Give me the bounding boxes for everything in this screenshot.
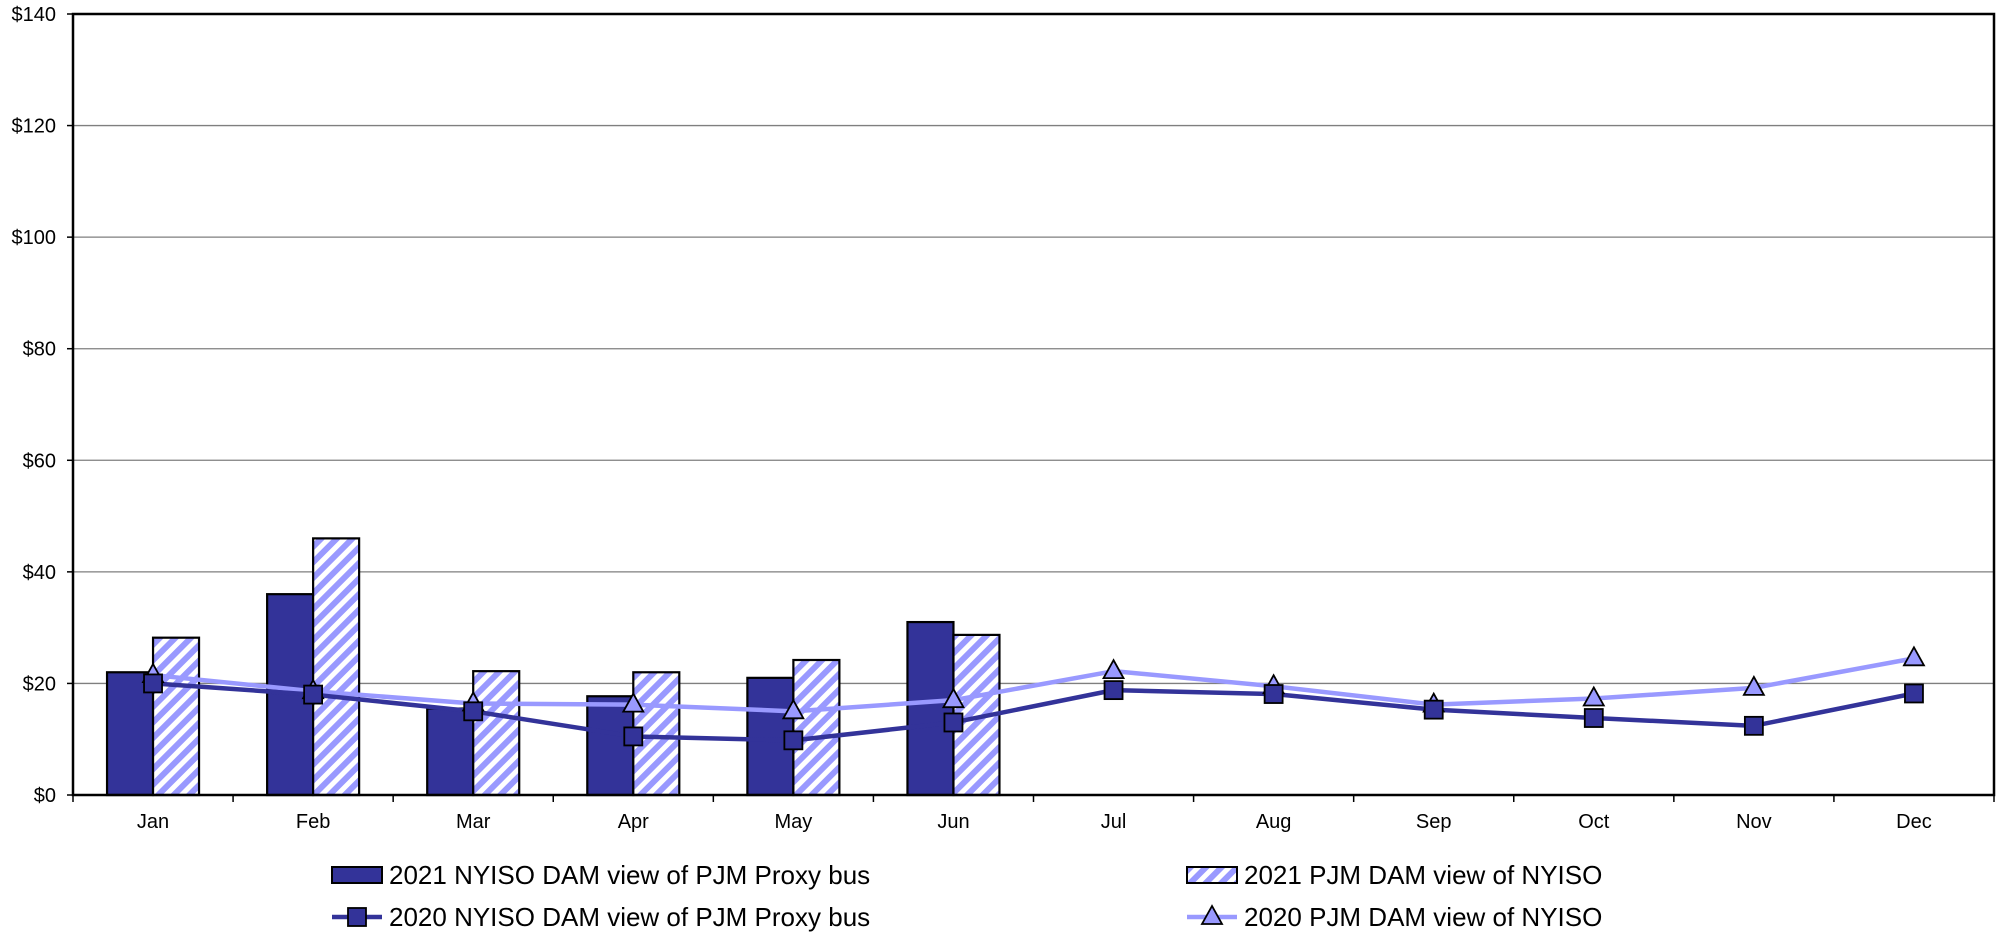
marker-triangle	[621, 691, 645, 713]
line-pjm-view-nyiso-2020	[152, 656, 1915, 714]
y-tick-label: $0	[34, 785, 56, 807]
line-nyiso-view-pjm-2020	[152, 681, 1915, 743]
x-tick-label: Sep	[1416, 811, 1452, 833]
x-tick-label: Oct	[1578, 811, 1610, 833]
legend-item: 2020 NYISO DAM view of PJM Proxy bus	[332, 902, 870, 932]
marker-square	[943, 712, 964, 733]
marker-square	[623, 726, 644, 747]
legend-swatch	[1186, 866, 1238, 884]
x-tick-label: Jul	[1101, 811, 1127, 833]
marker-square	[1103, 680, 1124, 701]
x-tick-label: Dec	[1896, 811, 1932, 833]
bar-pjm-view-nyiso-2021	[472, 670, 521, 797]
lines	[141, 645, 1926, 751]
y-tick-label: $40	[23, 562, 56, 584]
legend-swatch	[331, 866, 383, 884]
marker-square	[463, 701, 484, 722]
y-tick-label: $20	[23, 673, 56, 695]
y-tick-label: $100	[12, 227, 57, 249]
legend-item: 2021 NYISO DAM view of PJM Proxy bus	[331, 860, 870, 890]
bars	[105, 537, 1001, 797]
legend-marker-square	[347, 907, 367, 927]
gridlines	[73, 124, 1994, 685]
x-tick-label: Feb	[296, 811, 330, 833]
bar-nyiso-view-pjm-2021	[426, 707, 475, 797]
x-tick-label: Jan	[137, 811, 169, 833]
legend-label: 2020 PJM DAM view of NYISO	[1244, 902, 1602, 932]
legend-item: 2020 PJM DAM view of NYISO	[1187, 902, 1602, 932]
x-tick-label: May	[774, 811, 812, 833]
marker-square	[1904, 683, 1924, 704]
marker-triangle	[1742, 675, 1766, 696]
y-tick-label: $120	[12, 116, 57, 138]
plot-border	[71, 12, 1996, 797]
marker-triangle	[1902, 645, 1926, 667]
plot-frame	[71, 12, 1996, 797]
legend-marker-triangle	[1200, 904, 1224, 925]
legend: 2021 NYISO DAM view of PJM Proxy bus 2021…	[331, 860, 1602, 932]
bar-pjm-view-nyiso-2021	[151, 636, 201, 797]
x-tick-label: Aug	[1256, 811, 1292, 833]
marker-square	[1423, 699, 1444, 720]
marker-triangle	[941, 687, 965, 709]
legend-label: 2021 NYISO DAM view of PJM Proxy bus	[389, 860, 870, 890]
marker-square	[783, 730, 804, 751]
legend-item: 2021 PJM DAM view of NYISO	[1186, 860, 1602, 890]
bar-pjm-view-nyiso-2021	[792, 658, 841, 797]
bar-pjm-view-nyiso-2021	[312, 537, 361, 797]
marker-triangle	[1102, 658, 1126, 680]
y-tick-label: $80	[23, 339, 56, 361]
bar-nyiso-view-pjm-2021	[906, 620, 955, 797]
y-tick-label: $60	[23, 450, 56, 472]
x-tick-label: Mar	[456, 811, 491, 833]
marker-square	[1583, 708, 1604, 728]
marker-square	[1743, 715, 1764, 736]
x-tick-label: Jun	[937, 811, 969, 833]
marker-triangle	[781, 698, 805, 720]
y-tick-label: $140	[12, 4, 57, 26]
marker-square	[143, 673, 163, 694]
marker-triangle	[1582, 685, 1606, 707]
axes: $0 $20 $40 $60 $80 $100 $120 $140 Jan Feb Mar Apr Ma…	[12, 4, 1995, 833]
x-tick-label: Nov	[1736, 811, 1772, 833]
marker-square	[1263, 684, 1284, 704]
x-tick-label: Apr	[618, 811, 649, 833]
legend-label: 2020 NYISO DAM view of PJM Proxy bus	[389, 902, 870, 932]
marker-square	[303, 684, 324, 705]
legend-label: 2021 PJM DAM view of NYISO	[1244, 860, 1602, 890]
